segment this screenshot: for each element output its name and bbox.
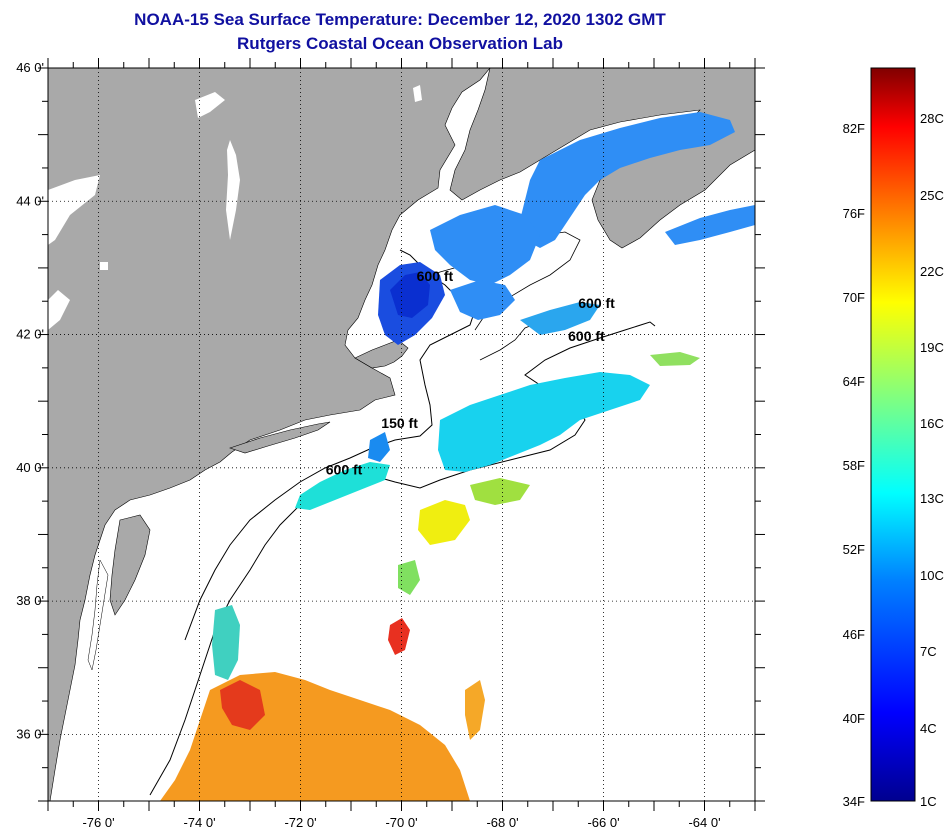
land-cape-cod [354,339,409,369]
colorbar-f-label: 52F [843,542,865,557]
contour-label: 600 ft [417,268,454,284]
chesapeake-bay [87,559,109,671]
sst-patch-teal [212,605,240,680]
colorbar-f-label: 76F [843,206,865,221]
colorbar-f-label: 34F [843,794,865,809]
y-axis-labels: 46 0' 44 0' 42 0' 40 0' 38 0' 36 0' [16,60,44,741]
x-tick-label: -74 0' [183,815,215,830]
lake [413,85,422,102]
lake [48,175,100,245]
sst-patch-orange-east [465,680,485,740]
sst-patch-green-2 [470,478,530,505]
colorbar-c-label: 22C [920,264,944,279]
axis-ticks [38,58,765,811]
colorbar-c-label: 1C [920,794,937,809]
contour-label: 150 ft [381,415,418,431]
sst-patch-gom-north [430,205,540,285]
sst-patch-shelf [438,372,650,472]
x-tick-label: -68 0' [486,815,518,830]
colorbar-f-label: 70F [843,290,865,305]
colorbar-c-label: 7C [920,644,937,659]
sst-patch-yellow [418,500,470,545]
sst-patch-scotian [665,205,755,245]
colorbar-f-label: 46F [843,627,865,642]
sst-patch-red-1 [388,618,410,655]
y-tick-label: 36 0' [16,726,44,741]
land-long-island [229,421,331,454]
land-delmarva [109,514,151,616]
map-subtitle: Rutgers Coastal Ocean Observation Lab [237,34,563,53]
y-tick-label: 42 0' [16,327,44,342]
colorbar-c-label: 19C [920,340,944,355]
colorbar-c-label: 10C [920,568,944,583]
sst-patch-gom-central [450,280,515,320]
colorbar-celsius-labels: 28C 25C 22C 19C 16C 13C 10C 7C 4C 1C [920,111,944,809]
map-title: NOAA-15 Sea Surface Temperature: Decembe… [134,10,666,29]
colorbar-c-label: 16C [920,416,944,431]
contour-label: 600 ft [326,461,363,477]
colorbar-c-label: 25C [920,188,944,203]
sst-patch-shelf-south [295,462,390,510]
sst-patch-green [398,560,420,595]
contour-label: 600 ft [578,295,615,311]
x-tick-label: -66 0' [587,815,619,830]
land-mainland [48,68,491,801]
colorbar-c-label: 4C [920,721,937,736]
sst-patch-gom-dark [390,272,430,318]
contour-label: 600 ft [568,328,605,344]
sst-patch-shelf-mid [368,432,390,462]
y-tick-label: 40 0' [16,460,44,475]
y-tick-label: 44 0' [16,193,44,208]
x-tick-label: -64 0' [688,815,720,830]
lake [48,290,70,330]
lake [195,92,225,118]
sst-patch-georges [520,302,600,335]
lake [100,262,108,270]
sst-patch-green-east [650,352,700,366]
colorbar-c-label: 13C [920,491,944,506]
x-tick-label: -76 0' [82,815,114,830]
colorbar-f-label: 64F [843,374,865,389]
lake-champlain [226,140,240,240]
colorbar-f-label: 82F [843,121,865,136]
x-tick-label: -72 0' [284,815,316,830]
contour-labels: 600 ft 600 ft 600 ft 150 ft 600 ft [326,268,615,477]
y-tick-label: 46 0' [16,60,44,75]
colorbar [870,67,916,802]
sst-patch-fundy [520,112,735,248]
colorbar-f-label: 40F [843,711,865,726]
sst-patch-red-main [220,680,265,730]
y-tick-label: 38 0' [16,593,44,608]
colorbar-fahrenheit-labels: 82F 76F 70F 64F 58F 52F 46F 40F 34F [843,121,865,809]
x-tick-label: -70 0' [385,815,417,830]
x-axis-labels: -76 0' -74 0' -72 0' -70 0' -68 0' -66 0' -64 … [82,815,720,830]
colorbar-c-label: 28C [920,111,944,126]
contour-line-150ft [184,249,476,641]
colorbar-f-label: 58F [843,458,865,473]
